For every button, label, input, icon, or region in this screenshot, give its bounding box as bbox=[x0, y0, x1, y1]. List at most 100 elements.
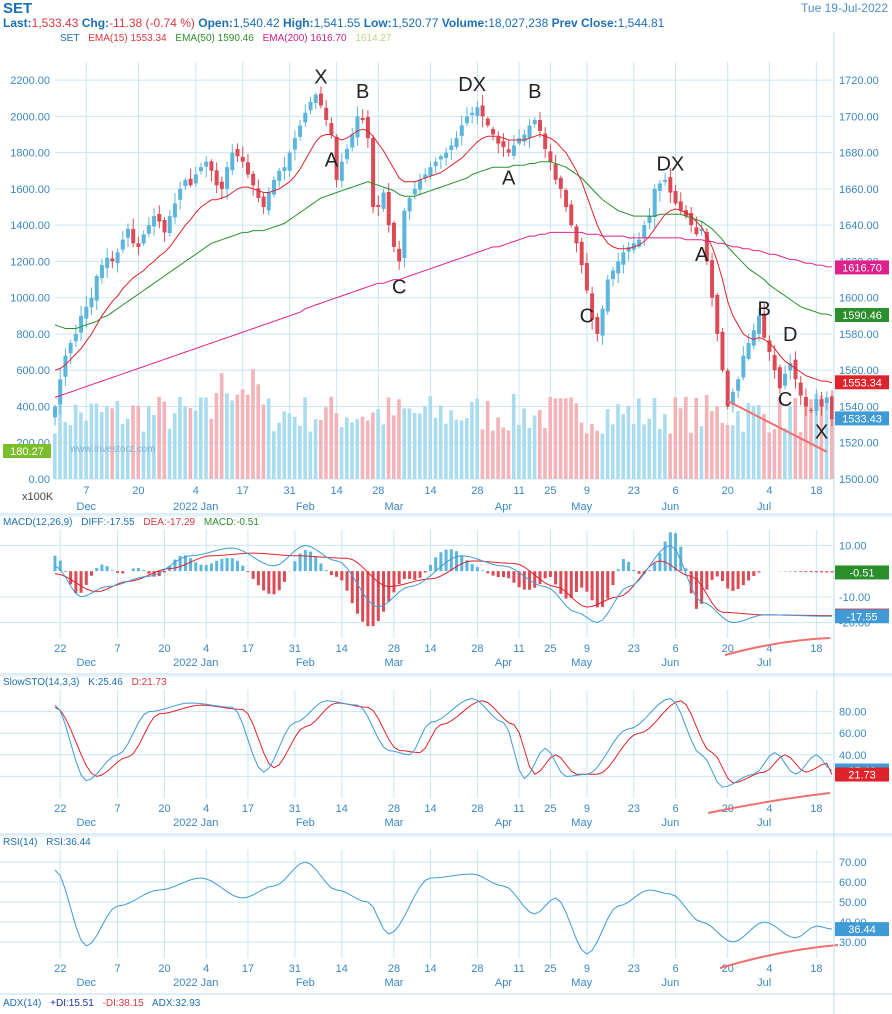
date-label: 20 bbox=[722, 485, 734, 497]
candle-body bbox=[53, 406, 57, 418]
candle-body bbox=[110, 258, 115, 262]
sto-panel-badge-text: 21.73 bbox=[848, 770, 876, 782]
candle bbox=[308, 96, 313, 115]
volume-bar bbox=[610, 424, 615, 479]
macd-hist-bar bbox=[569, 571, 573, 599]
volume-bar bbox=[569, 397, 573, 479]
volume-bar bbox=[501, 427, 506, 479]
high-label: High: bbox=[282, 16, 314, 30]
sto-legend: SlowSTO(14,3,3) K:25.46 D:21.73 bbox=[3, 677, 173, 688]
legend-ema15: EMA(15) bbox=[88, 33, 128, 44]
volume-bar bbox=[391, 415, 396, 479]
candle bbox=[407, 195, 412, 221]
macd-panel-date-label: 9 bbox=[584, 643, 590, 655]
macd-hist-bar bbox=[282, 571, 286, 582]
sto-panel-date-label: 18 bbox=[810, 803, 822, 815]
candle-body bbox=[292, 138, 297, 150]
candle bbox=[668, 167, 673, 204]
volume-bar bbox=[772, 429, 777, 479]
volume-bar bbox=[53, 433, 57, 479]
volume-bar bbox=[412, 413, 417, 479]
volume-bar bbox=[84, 420, 88, 479]
macd-hist-bar bbox=[694, 571, 698, 609]
sto-panel-date-label: 28 bbox=[388, 803, 400, 815]
rsi-panel-month-label: 2022 Jan bbox=[173, 977, 218, 989]
macd-hist-bar bbox=[757, 571, 761, 573]
candle bbox=[365, 110, 370, 148]
pattern-annotation: A bbox=[502, 168, 516, 190]
candle-body bbox=[449, 145, 454, 150]
volume-bar bbox=[152, 415, 156, 479]
rsi-panel-date-label: 11 bbox=[513, 963, 524, 975]
candle bbox=[699, 221, 704, 236]
candle bbox=[762, 303, 767, 340]
volume-bar bbox=[600, 433, 605, 479]
pattern-annotation: D bbox=[783, 324, 797, 346]
adx-legend-plusdi: +DI:15.51 bbox=[50, 998, 94, 1009]
candle bbox=[496, 131, 501, 154]
candle bbox=[454, 131, 459, 150]
candle bbox=[89, 287, 94, 316]
candle bbox=[506, 140, 511, 157]
month-label: Feb bbox=[296, 501, 315, 513]
volume-bar bbox=[470, 401, 474, 479]
candle bbox=[730, 388, 735, 413]
candle-body bbox=[318, 93, 323, 106]
volume-bar bbox=[219, 373, 224, 479]
macd-hist-bar bbox=[793, 571, 797, 572]
sto-legend-d: D:21.73 bbox=[131, 677, 167, 688]
volume-bar bbox=[73, 404, 78, 479]
macd-hist-bar bbox=[700, 571, 704, 604]
volume-tick-label: 800.00 bbox=[16, 329, 50, 341]
high-value: 1,541.55 bbox=[313, 16, 361, 30]
candle-body bbox=[605, 279, 610, 312]
candle bbox=[798, 376, 803, 406]
candle bbox=[626, 241, 631, 261]
sto-panel-date-label: 9 bbox=[584, 803, 590, 815]
month-label: Mar bbox=[384, 501, 403, 513]
macd-hist-bar bbox=[215, 560, 219, 572]
candle bbox=[303, 103, 308, 128]
candle-body bbox=[710, 260, 715, 298]
macd-hist-bar bbox=[230, 558, 234, 572]
candle bbox=[115, 248, 120, 273]
macd-hist-bar bbox=[74, 571, 78, 594]
macd-hist-bar bbox=[799, 571, 803, 572]
candle-body bbox=[334, 136, 339, 180]
rsi-divergence-line bbox=[719, 944, 839, 969]
candle-body bbox=[537, 120, 542, 131]
rsi-panel-tick-label: 30.00 bbox=[839, 937, 867, 949]
volume-bar bbox=[94, 403, 99, 479]
candle-body bbox=[256, 188, 261, 198]
volume-bar bbox=[564, 398, 568, 479]
candle bbox=[423, 168, 428, 183]
volume-bar bbox=[209, 418, 214, 479]
volume-bar bbox=[756, 405, 761, 479]
date-label: 6 bbox=[672, 485, 678, 497]
candle-body bbox=[584, 263, 589, 291]
volume-bar bbox=[663, 414, 667, 479]
adx-legend-adx: ADX:32.93 bbox=[151, 998, 201, 1009]
candle bbox=[470, 106, 475, 124]
macd-hist-bar bbox=[147, 571, 151, 574]
candle bbox=[746, 333, 751, 361]
candle-body bbox=[402, 210, 407, 259]
volume-bar bbox=[689, 432, 693, 479]
macd-panel-date-label: 25 bbox=[544, 643, 556, 655]
candle-body bbox=[746, 343, 751, 359]
date-label: 23 bbox=[628, 485, 640, 497]
candle-body bbox=[418, 179, 423, 190]
sto-panel-date-label: 14 bbox=[424, 803, 436, 815]
volume-bar bbox=[438, 405, 443, 479]
rsi-panel-date-label: 25 bbox=[544, 963, 556, 975]
volume-bar bbox=[251, 369, 255, 479]
price-tick-label: 1500.00 bbox=[839, 474, 879, 486]
volume-bar bbox=[517, 424, 521, 479]
candle bbox=[84, 296, 89, 329]
candle-body bbox=[579, 241, 584, 266]
date-label: 14 bbox=[424, 485, 436, 497]
macd-hist-bar bbox=[601, 571, 605, 607]
volume-bar bbox=[214, 393, 219, 479]
volume-bar bbox=[402, 408, 406, 479]
candle bbox=[657, 180, 662, 202]
